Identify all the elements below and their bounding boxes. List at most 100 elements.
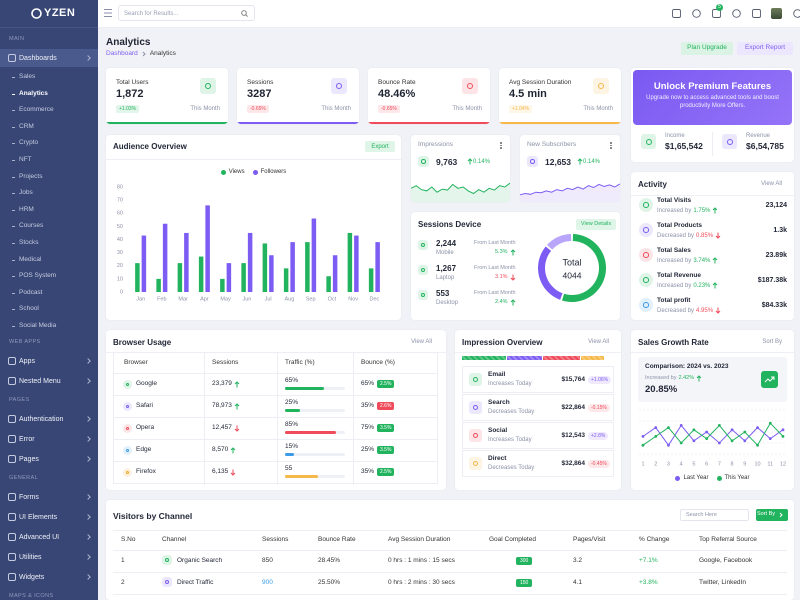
nav-subitem[interactable]: Analytics (0, 88, 98, 101)
point (717, 441, 721, 445)
arrow-shape (577, 158, 583, 165)
bar (226, 263, 232, 292)
nav-subitem[interactable]: Courses (0, 220, 98, 233)
arrow-shape (510, 249, 515, 256)
nav-item[interactable]: Authentication (0, 410, 98, 428)
point (705, 437, 709, 440)
breadcrumb-item[interactable]: Dashboard (106, 50, 138, 57)
icon-glyph (125, 448, 130, 453)
nav-subitem[interactable]: Medical (0, 254, 98, 267)
nav-subitem[interactable]: Podcast (0, 287, 98, 300)
y-tick-label: 10 (117, 276, 123, 282)
icon-glyph (472, 404, 479, 411)
action-button[interactable]: Export Report (737, 42, 793, 55)
channel-text: Increases Today (488, 437, 532, 443)
nav-item[interactable]: Utilities (0, 548, 98, 566)
legend-swatch (252, 169, 258, 175)
icon-glyph (530, 159, 535, 164)
nav-subitem[interactable]: Sales (0, 71, 98, 84)
change-value: 3.1% (495, 273, 508, 280)
x-tick-label: Mar (178, 296, 188, 302)
column-header: Bounce Rate (318, 536, 356, 543)
browser-name: Firefox (136, 468, 156, 475)
nav-item[interactable]: Pages (0, 450, 98, 468)
arrow-shape (713, 282, 718, 289)
nav-icon (8, 533, 16, 541)
x-tick-label: 8 (731, 461, 734, 467)
y-tick-label: 60 (117, 211, 123, 217)
bar (368, 268, 374, 292)
nav-item[interactable]: Nested Menu (0, 372, 98, 390)
nav-item[interactable]: UI Elements (0, 508, 98, 526)
nav-subitem[interactable]: Jobs (0, 187, 98, 200)
goal-value: 300 (520, 557, 529, 564)
nav-dash (12, 126, 15, 128)
nav-item[interactable]: Widgets (0, 568, 98, 586)
icon (527, 156, 538, 167)
nav-subitem[interactable]: Crypto (0, 137, 98, 150)
action-button[interactable]: Plan Upgrade (681, 42, 733, 55)
view-details-button[interactable]: View Details (576, 219, 616, 230)
share-segment (462, 356, 506, 360)
nav-subitem[interactable]: HRM (0, 204, 98, 217)
header-icon[interactable] (793, 9, 800, 18)
view-all[interactable]: View All (588, 339, 609, 345)
icon (722, 134, 737, 149)
nav-dash (12, 143, 15, 145)
card-change: 0.14% (465, 158, 490, 165)
nav-item[interactable]: Forms (0, 488, 98, 506)
kebab-dot (610, 147, 612, 149)
nav-item[interactable]: Apps (0, 352, 98, 370)
nav-subitem[interactable]: Stocks (0, 237, 98, 250)
nav-icon (8, 435, 16, 443)
stat-accent (499, 122, 621, 124)
icon (639, 223, 653, 237)
channel-change: +2.8% (591, 432, 606, 439)
avatar[interactable] (771, 8, 782, 19)
nav-dash (12, 292, 15, 294)
trend-arrow (713, 257, 718, 264)
nav-subitem[interactable]: POS System (0, 270, 98, 283)
view-all[interactable]: View All (411, 339, 432, 345)
channel-badge: -0.45% (588, 460, 610, 468)
header-icon[interactable] (692, 9, 701, 18)
nav-item[interactable]: Advanced UI (0, 528, 98, 546)
view-all[interactable]: View All (761, 181, 782, 187)
nav-sublabel: School (19, 305, 39, 313)
nav-item[interactable]: Dashboards (0, 49, 98, 67)
header-icon[interactable] (732, 9, 741, 18)
metric-label: Income (665, 133, 685, 139)
chevron-shape (779, 512, 783, 518)
nav-item[interactable]: Error (0, 430, 98, 448)
stat-change: +1.04% (512, 105, 530, 112)
header-icon[interactable] (672, 9, 681, 18)
nav-subitem[interactable]: Ecommerce (0, 104, 98, 117)
point (667, 426, 670, 429)
search-box[interactable]: Search for Results... (118, 5, 255, 21)
nav-subitem[interactable]: Projects (0, 171, 98, 184)
cell: 1 (121, 557, 125, 564)
audience-overview: Audience Overview Export Views Followers 0 10… (106, 135, 401, 320)
x-tick-label: 1 (641, 461, 644, 467)
arrow-shape (230, 447, 236, 454)
sort-by[interactable]: Sort By (762, 339, 782, 345)
icon-glyph (726, 138, 733, 145)
cell: +7.1% (639, 557, 658, 564)
header-icon[interactable] (752, 9, 761, 18)
menu-toggle[interactable] (104, 9, 112, 17)
search-box[interactable]: Search Here (680, 509, 749, 521)
nav-subitem[interactable]: NFT (0, 154, 98, 167)
icon-outline (672, 9, 681, 18)
nav-subitem[interactable]: Social Media (0, 320, 98, 333)
nav-subitem[interactable]: School (0, 303, 98, 316)
cell: 0 hrs : 2 mins : 30 secs (388, 579, 455, 586)
activity-value: $84.33k (761, 302, 787, 309)
legend-swatch (220, 169, 226, 175)
activity-change: 0.85% (696, 232, 714, 239)
export-button[interactable]: Export (365, 141, 395, 152)
impression-overview: Impression Overview View All Email Increase… (455, 330, 621, 490)
y-tick-label: 50 (117, 224, 123, 230)
sort-button[interactable]: Sort By (756, 509, 788, 521)
nav-subitem[interactable]: CRM (0, 121, 98, 134)
sessions-value: 6,135 (212, 468, 229, 476)
